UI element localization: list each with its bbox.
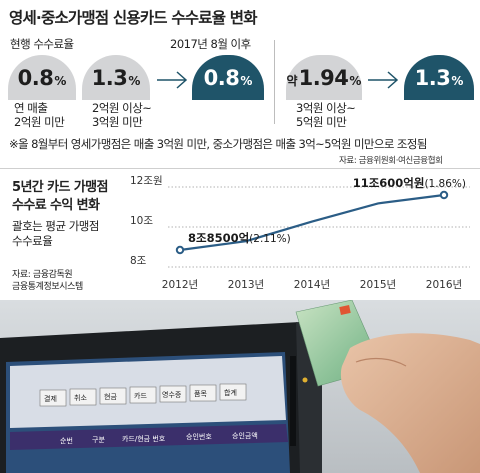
screen-footer-label: 승인번호 bbox=[186, 432, 212, 441]
arrow-right-icon bbox=[368, 71, 399, 89]
chart-description: 괄호는 평균 가맹점 수수료율 bbox=[12, 219, 99, 249]
chart-source-line: 자료: 금융감독원 bbox=[12, 270, 73, 280]
caption-line: 연 매출 bbox=[14, 101, 48, 115]
chart-source-line: 금융통계정보시스템 bbox=[12, 282, 83, 292]
rate-bubble-2b-3b: 1.3% bbox=[82, 55, 150, 100]
rate-bubble-after-group2: 1.3% bbox=[404, 55, 474, 100]
caption-under-2b: 연 매출 2억원 미만 bbox=[14, 101, 65, 129]
screen-footer-label: 카드/현금 번호 bbox=[122, 434, 166, 443]
rate-unit: % bbox=[54, 73, 67, 88]
after-date-label: 2017년 8월 이후 bbox=[170, 37, 251, 51]
x-tick-label: 2014년 bbox=[294, 279, 330, 291]
x-tick-label: 2013년 bbox=[228, 279, 264, 291]
rate-unit: % bbox=[349, 73, 362, 88]
screen-label: 취소 bbox=[74, 394, 87, 402]
rate-prefix: 약 bbox=[286, 74, 298, 88]
source-top: 자료: 금융위원회·여신금융협회 bbox=[339, 156, 443, 166]
y-tick-label: 12조원 bbox=[130, 175, 163, 187]
screen-footer-label: 승인금액 bbox=[232, 431, 258, 440]
data-label-rate: (2.11%) bbox=[249, 233, 291, 245]
x-tick-label: 2016년 bbox=[426, 279, 462, 291]
caption-line: 2억원 미만 bbox=[14, 115, 65, 129]
rate-unit: % bbox=[128, 73, 141, 88]
caption-line: 5억원 미만 bbox=[296, 115, 347, 129]
caption-line: 3억원 이상~ bbox=[296, 101, 356, 115]
x-tick-label: 2015년 bbox=[360, 279, 396, 291]
chart-description-line: 수수료율 bbox=[12, 234, 53, 248]
y-tick-label: 10조 bbox=[130, 215, 153, 227]
arrow-right-icon bbox=[157, 71, 188, 89]
caption-line: 2억원 이상~ bbox=[92, 101, 152, 115]
screen-label: 품목 bbox=[194, 390, 207, 398]
card-terminal-photo: 결제 취소 현금 카드 영수증 품목 합계 순번 구분 카드/현금 번호 승인번… bbox=[0, 300, 480, 473]
x-tick-label: 2012년 bbox=[162, 279, 198, 291]
data-label: 8조8500억(2.11%) bbox=[188, 231, 291, 245]
screen-label: 합계 bbox=[224, 388, 237, 397]
rate-bubble-under-2b: 0.8% bbox=[8, 55, 76, 100]
caption-line: 3억원 미만 bbox=[92, 115, 143, 129]
group-divider bbox=[274, 40, 275, 124]
rate-value: 0.8 bbox=[203, 65, 240, 90]
screen-footer-label: 순번 bbox=[60, 436, 73, 445]
rate-value: 1.94 bbox=[298, 65, 349, 90]
chart-description-line: 괄호는 평균 가맹점 bbox=[12, 219, 99, 233]
series-line bbox=[179, 193, 445, 252]
rate-value: 0.8 bbox=[17, 65, 54, 90]
chart-title-line: 수수료 수익 변화 bbox=[12, 198, 100, 213]
data-point bbox=[175, 245, 185, 255]
caption-2b-3b: 2억원 이상~ 3억원 미만 bbox=[92, 101, 152, 129]
screen-label: 현금 bbox=[104, 393, 117, 401]
caption-3b-5b: 3억원 이상~ 5억원 미만 bbox=[296, 101, 356, 129]
data-point bbox=[439, 190, 449, 200]
rate-unit: % bbox=[451, 73, 464, 88]
rate-value: 1.3 bbox=[91, 65, 128, 90]
chart-title-line: 5년간 카드 가맹점 bbox=[12, 180, 108, 195]
screen-footer-label: 구분 bbox=[92, 436, 105, 444]
screen-label: 카드 bbox=[134, 391, 147, 400]
section-divider bbox=[0, 168, 480, 169]
data-label-value: 8조8500억 bbox=[188, 231, 249, 245]
adjustment-note: ※올 8월부터 영세가맹점은 매출 3억원 미만, 중소가맹점은 매출 3억~5… bbox=[9, 137, 427, 151]
data-label-rate: (1.86%) bbox=[424, 178, 466, 190]
data-label: 11조600억원(1.86%) bbox=[353, 176, 466, 190]
rate-bubble-after-group1: 0.8% bbox=[192, 55, 264, 100]
card-terminal-illustration: 결제 취소 현금 카드 영수증 품목 합계 순번 구분 카드/현금 번호 승인번… bbox=[0, 300, 480, 473]
current-rate-label: 현행 수수료율 bbox=[10, 37, 74, 51]
screen-label: 영수증 bbox=[162, 390, 182, 399]
page-title: 영세·중소가맹점 신용카드 수수료율 변화 bbox=[9, 9, 258, 27]
y-tick-label: 8조 bbox=[130, 255, 147, 267]
revenue-line-chart: 12조원 10조 8조 2012년 2013년 2014년 2015년 2016년 8조8500… bbox=[130, 175, 470, 291]
chart-title: 5년간 카드 가맹점 수수료 수익 변화 bbox=[12, 179, 108, 215]
rate-unit: % bbox=[240, 73, 253, 88]
rate-bubble-3b-5b: 약 1.94% bbox=[286, 55, 362, 100]
chart-source: 자료: 금융감독원 금융통계정보시스템 bbox=[12, 269, 83, 293]
data-label-value: 11조600억원 bbox=[353, 176, 425, 190]
rate-value: 1.3 bbox=[414, 65, 451, 90]
screen-label: 결제 bbox=[44, 394, 57, 403]
